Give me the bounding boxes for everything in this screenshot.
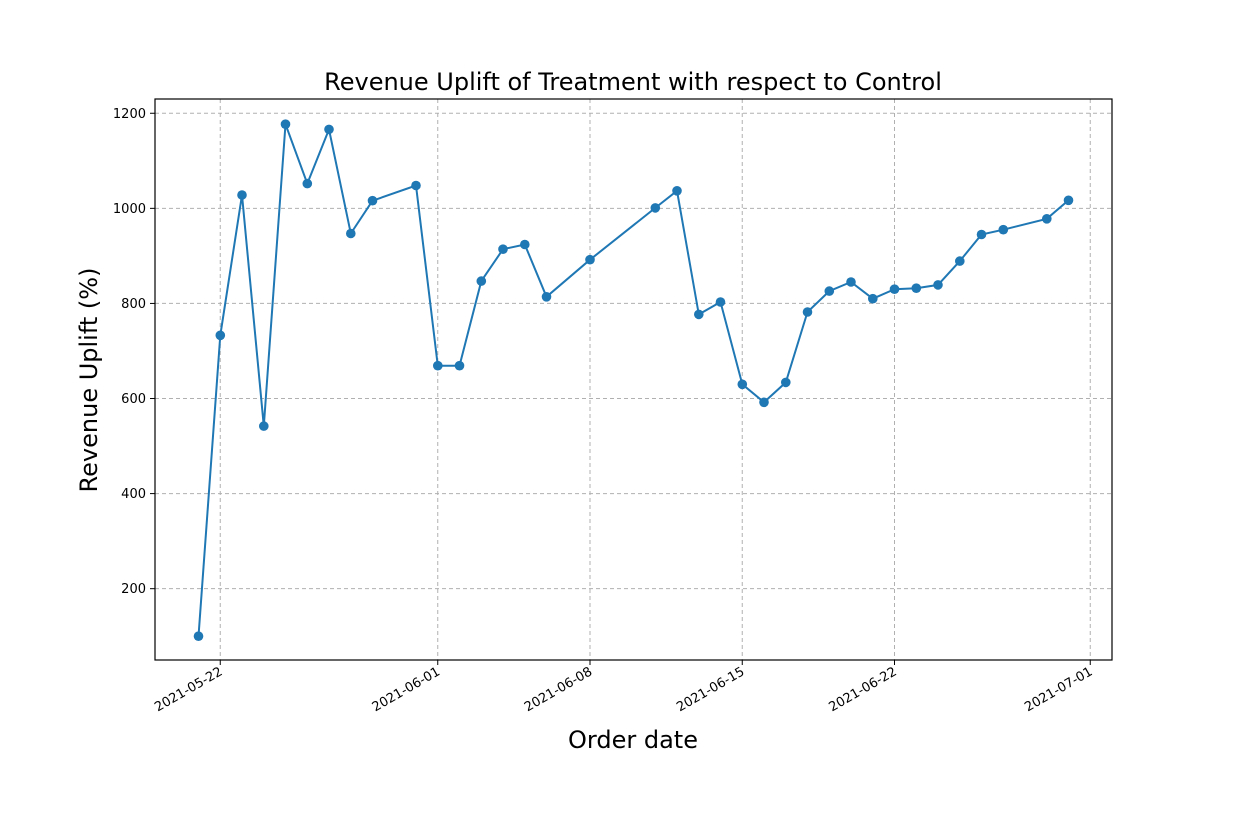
- data-point: [541, 292, 552, 302]
- data-point: [367, 195, 378, 206]
- data-point: [759, 397, 769, 408]
- grid-layer: [155, 99, 1112, 660]
- data-point: [976, 229, 987, 240]
- y-tick-label: 800: [121, 297, 146, 312]
- chart-title: Revenue Uplift of Treatment with respect…: [324, 68, 942, 96]
- data-point: [1042, 214, 1052, 224]
- data-point: [411, 180, 421, 191]
- series-layer: [193, 119, 1074, 641]
- y-tick-label: 600: [121, 392, 146, 407]
- data-point: [911, 283, 922, 294]
- data-point: [433, 360, 443, 371]
- y-axis-label: Revenue Uplift (%): [75, 268, 103, 493]
- data-point: [237, 190, 247, 200]
- data-point: [324, 124, 334, 135]
- data-point: [955, 256, 965, 266]
- data-point: [585, 254, 595, 265]
- x-tick-label: 2021-07-01: [1022, 664, 1095, 715]
- data-point: [694, 309, 704, 320]
- data-point: [650, 203, 661, 213]
- x-tick-label: 2021-06-01: [370, 664, 443, 715]
- x-axis-label: Order date: [568, 726, 698, 754]
- y-tick-label: 1200: [113, 107, 146, 122]
- data-point: [715, 297, 726, 307]
- x-tick-label: 2021-06-22: [827, 664, 900, 715]
- y-tick-label: 200: [121, 582, 146, 597]
- data-point: [476, 276, 487, 286]
- data-point: [193, 631, 204, 641]
- data-point: [868, 293, 878, 304]
- data-point: [933, 280, 943, 290]
- data-point: [737, 379, 748, 390]
- data-point: [889, 284, 900, 295]
- data-point: [520, 239, 530, 250]
- data-point: [672, 186, 682, 196]
- data-point: [280, 119, 291, 129]
- data-point: [215, 330, 226, 341]
- data-point: [454, 360, 465, 371]
- data-point: [498, 244, 508, 254]
- data-point: [302, 178, 313, 189]
- plot-frame: [154, 98, 1113, 661]
- data-point: [846, 277, 856, 287]
- data-point: [781, 377, 791, 388]
- data-point: [998, 224, 1009, 235]
- data-point: [346, 228, 356, 239]
- data-point: [824, 286, 835, 296]
- series-line: [197, 123, 1070, 637]
- x-tick-label: 2021-05-22: [152, 664, 225, 715]
- y-tick-label: 1000: [113, 202, 146, 217]
- data-point: [1063, 195, 1074, 206]
- data-point: [259, 421, 269, 431]
- x-tick-label: 2021-06-15: [674, 664, 747, 715]
- x-tick-label: 2021-06-08: [522, 664, 595, 715]
- y-tick-label: 400: [121, 487, 146, 502]
- data-point: [802, 307, 813, 317]
